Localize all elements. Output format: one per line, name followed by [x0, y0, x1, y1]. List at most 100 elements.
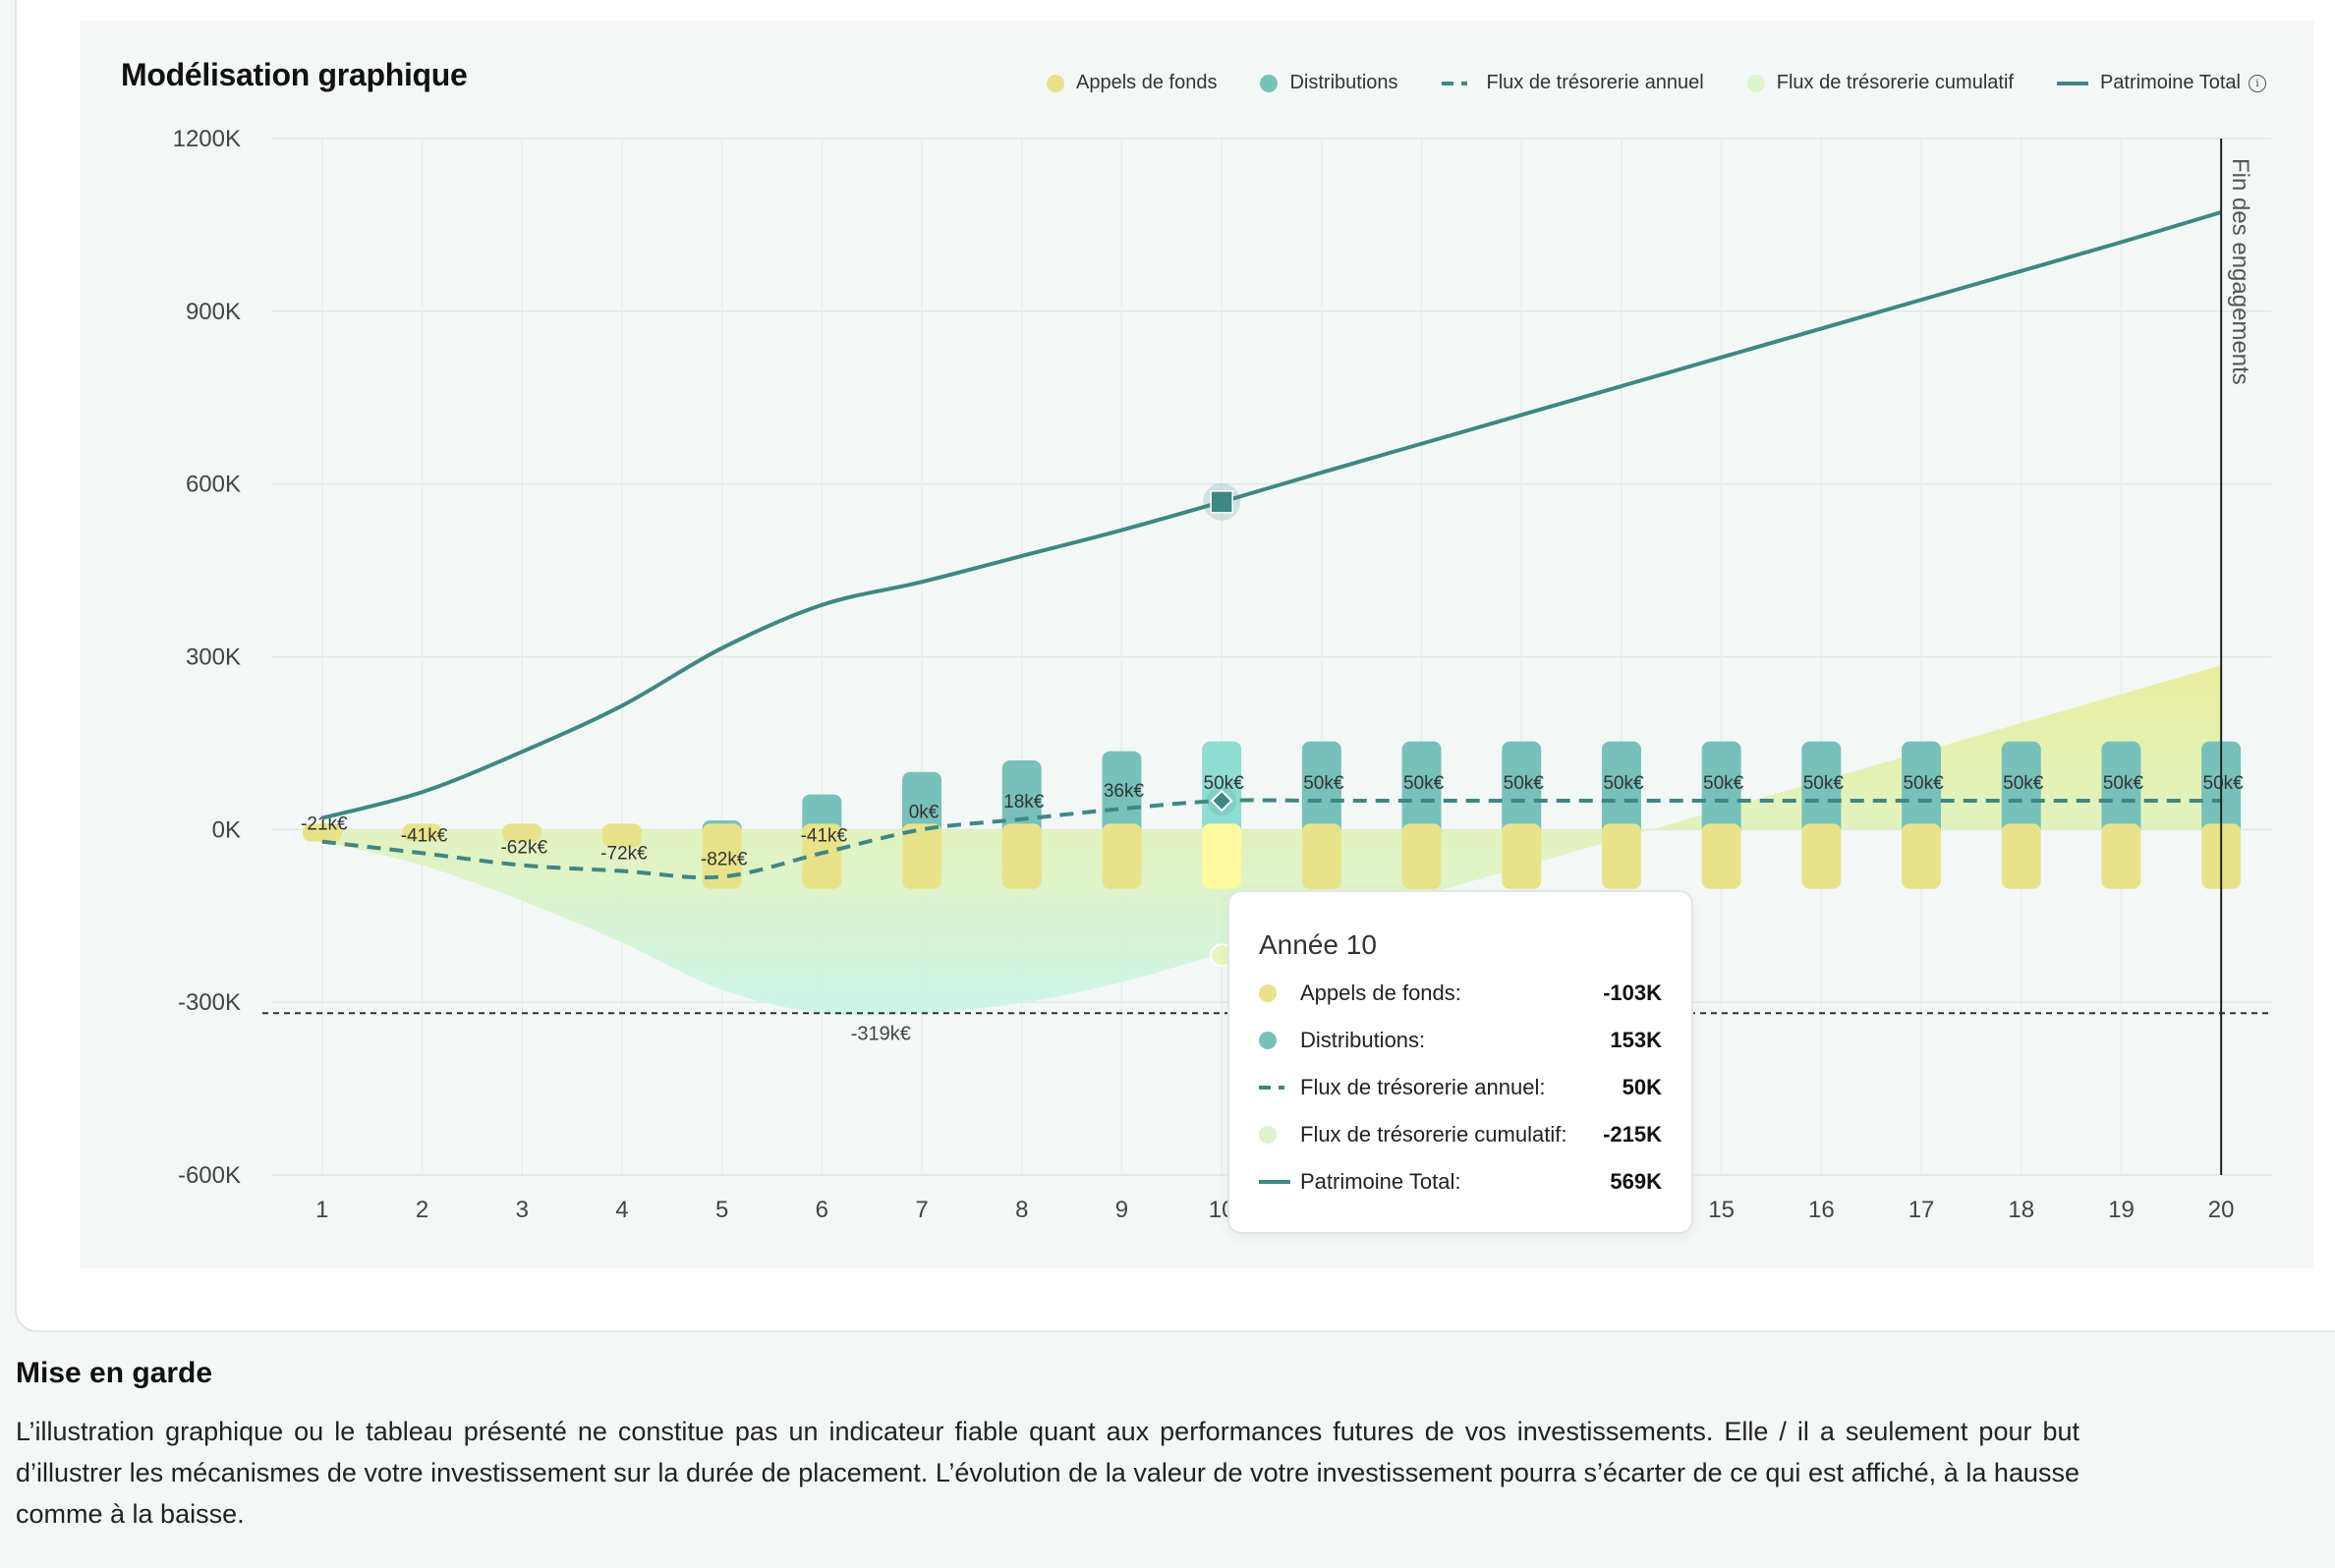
x-tick-label: 16	[1808, 1197, 1835, 1223]
y-tick-label: 1200K	[173, 126, 241, 152]
y-tick-label: -300K	[178, 989, 241, 1016]
tooltip-value: 50K	[1622, 1075, 1662, 1099]
legend-item[interactable]: Patrimoine Total i	[2056, 72, 2266, 94]
annual-cashflow-label: 50k€	[1703, 773, 1744, 794]
x-tick-label: 6	[816, 1197, 828, 1223]
distribution-bar	[1902, 741, 1942, 836]
capital-call-bar	[502, 823, 542, 842]
end-commitments-label: Fin des engagements	[2227, 158, 2253, 385]
x-tick-label: 3	[516, 1197, 529, 1223]
tooltip-label: Patrimoine Total:	[1300, 1169, 1461, 1194]
tooltip-row: Flux de trésorerie cumulatif: -215K	[1259, 1120, 1662, 1149]
distribution-bar	[1202, 741, 1242, 836]
x-tick-label: 7	[915, 1197, 928, 1223]
tooltip-label: Distributions:	[1300, 1028, 1426, 1052]
distribution-bar	[2001, 741, 2041, 836]
tooltip-value: -103K	[1603, 980, 1662, 1005]
annual-cashflow-label: 50k€	[1603, 773, 1644, 794]
capital-call-bar	[1502, 823, 1542, 889]
x-tick-label: 20	[2208, 1197, 2235, 1223]
x-tick-label: 9	[1115, 1197, 1128, 1223]
distribution-bar	[2101, 741, 2141, 836]
x-tick-label: 1	[315, 1197, 328, 1223]
distribution-bar	[1801, 741, 1842, 836]
y-tick-label: 300K	[186, 644, 241, 671]
capital-call-bar	[2101, 823, 2141, 889]
distribution-bar	[1001, 760, 1042, 836]
x-tick-label: 19	[2108, 1197, 2135, 1223]
legend-label: Patrimoine Total	[2099, 72, 2241, 93]
legend-dot-icon	[1260, 74, 1279, 92]
distribution-bar	[1102, 751, 1142, 836]
capital-call-bar	[902, 823, 942, 889]
annual-cashflow-label: 50k€	[1903, 773, 1944, 794]
info-icon[interactable]: i	[2249, 74, 2266, 92]
distribution-bar	[1701, 741, 1741, 836]
x-tick-label: 2	[416, 1197, 428, 1223]
distribution-bar	[1301, 741, 1341, 836]
annual-cashflow-label: 18k€	[1003, 792, 1045, 812]
capital-call-bar	[1902, 823, 1942, 889]
legend-item[interactable]: Distributions	[1260, 72, 1398, 94]
annual-cashflow-label: -72k€	[600, 844, 648, 865]
distribution-bar	[902, 771, 942, 836]
total-wealth-line	[321, 210, 2222, 820]
dashed-line-icon	[1441, 81, 1475, 85]
annual-cashflow-label: -41k€	[401, 825, 448, 846]
tooltip-symbol	[1259, 1180, 1290, 1184]
annual-cashflow-label: 50k€	[2003, 773, 2044, 794]
capital-call-bar	[702, 823, 742, 889]
legend-dot-icon	[1746, 74, 1765, 92]
capital-call-bar	[1102, 823, 1142, 889]
x-tick-label: 5	[715, 1197, 728, 1223]
capital-call-bar	[1301, 823, 1341, 889]
min-cumulative-label: -319k€	[851, 1023, 911, 1044]
tooltip-value: 569K	[1610, 1169, 1662, 1194]
annual-cashflow-label: 50k€	[2203, 773, 2245, 794]
capital-call-bar	[2001, 823, 2041, 889]
tooltip-symbol	[1259, 984, 1290, 1002]
chart-legend: Appels de fonds Distributions Flux de trés…	[1047, 72, 2266, 94]
chart-title: Modélisation graphique	[121, 57, 468, 92]
disclaimer-text: L’illustration graphique ou le tableau p…	[16, 1417, 2079, 1529]
tooltip-label: Flux de trésorerie cumulatif:	[1300, 1122, 1567, 1147]
tooltip-row: Appels de fonds: -103K	[1259, 979, 1662, 1008]
legend-label: Appels de fonds	[1076, 72, 1218, 93]
annual-cashflow-marker	[1210, 789, 1233, 812]
disclaimer-title: Mise en garde	[16, 1357, 213, 1389]
x-tick-label: 15	[1708, 1197, 1735, 1223]
y-tick-label: -600K	[178, 1162, 241, 1189]
tooltip-label: Appels de fonds:	[1300, 980, 1461, 1005]
annual-cashflow-label: 50k€	[1504, 773, 1545, 794]
x-tick-label: 8	[1015, 1197, 1028, 1223]
capital-call-bar	[1701, 823, 1741, 889]
capital-call-bar	[402, 823, 442, 842]
chart-panel: -600K -300K 0K 300K 600K 900K 1200K 1 2 3 4 5 6 7 8 9 10…	[80, 21, 2313, 1268]
annual-cashflow-label: 50k€	[1303, 773, 1344, 794]
x-tick-label: 18	[2008, 1197, 2034, 1223]
solid-line-icon	[2056, 81, 2088, 85]
dashed-line-icon	[1259, 1086, 1290, 1090]
capital-call-bar	[1401, 823, 1442, 889]
capital-call-bar	[1601, 823, 1641, 889]
annual-cashflow-label: 50k€	[1403, 773, 1445, 794]
tooltip-value: 153K	[1610, 1028, 1662, 1052]
legend-dot-icon	[1047, 74, 1065, 92]
tooltip-row: Patrimoine Total: 569K	[1259, 1167, 1662, 1197]
legend-item[interactable]: Flux de trésorerie annuel	[1441, 72, 1704, 94]
annual-cashflow-label: 0k€	[909, 802, 940, 822]
y-tick-label: 900K	[186, 299, 241, 325]
legend-item[interactable]: Flux de trésorerie cumulatif	[1746, 72, 2014, 94]
annual-cashflow-label: 50k€	[1204, 773, 1245, 794]
total-wealth-marker	[1210, 490, 1233, 514]
annual-cashflow-label: -21k€	[301, 814, 348, 835]
annual-cashflow-label: 36k€	[1104, 781, 1145, 802]
tooltip-row: Flux de trésorerie annuel: 50K	[1259, 1073, 1662, 1102]
legend-item[interactable]: Appels de fonds	[1047, 72, 1217, 94]
tooltip-symbol	[1259, 1126, 1290, 1144]
capital-call-bar	[601, 823, 642, 848]
annual-cashflow-line	[321, 798, 2222, 880]
annual-cashflow-label: 50k€	[1803, 773, 1845, 794]
distribution-bar	[1401, 741, 1442, 836]
